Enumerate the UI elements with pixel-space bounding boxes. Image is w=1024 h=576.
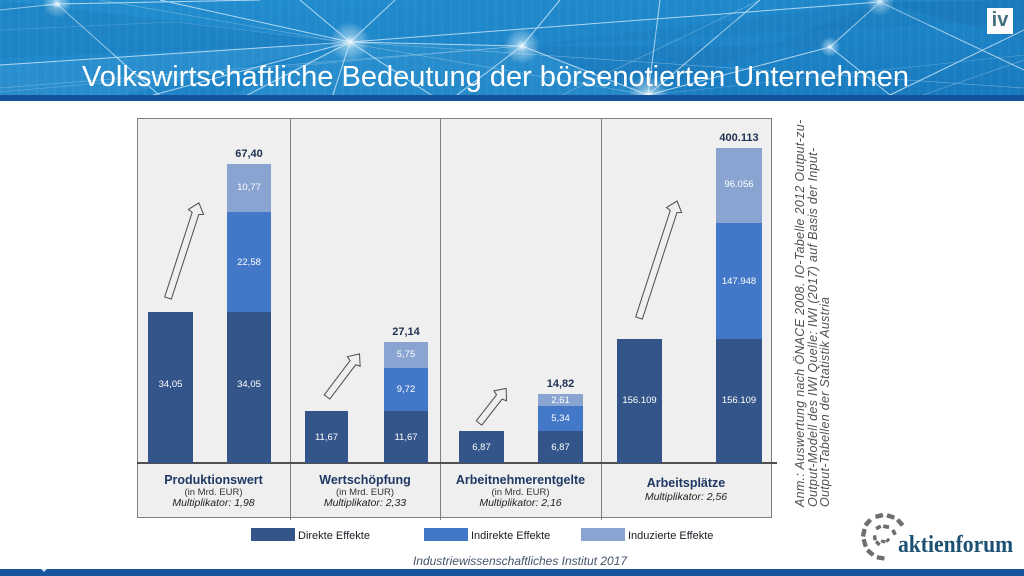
svg-text:aktienforum: aktienforum: [898, 531, 1013, 557]
